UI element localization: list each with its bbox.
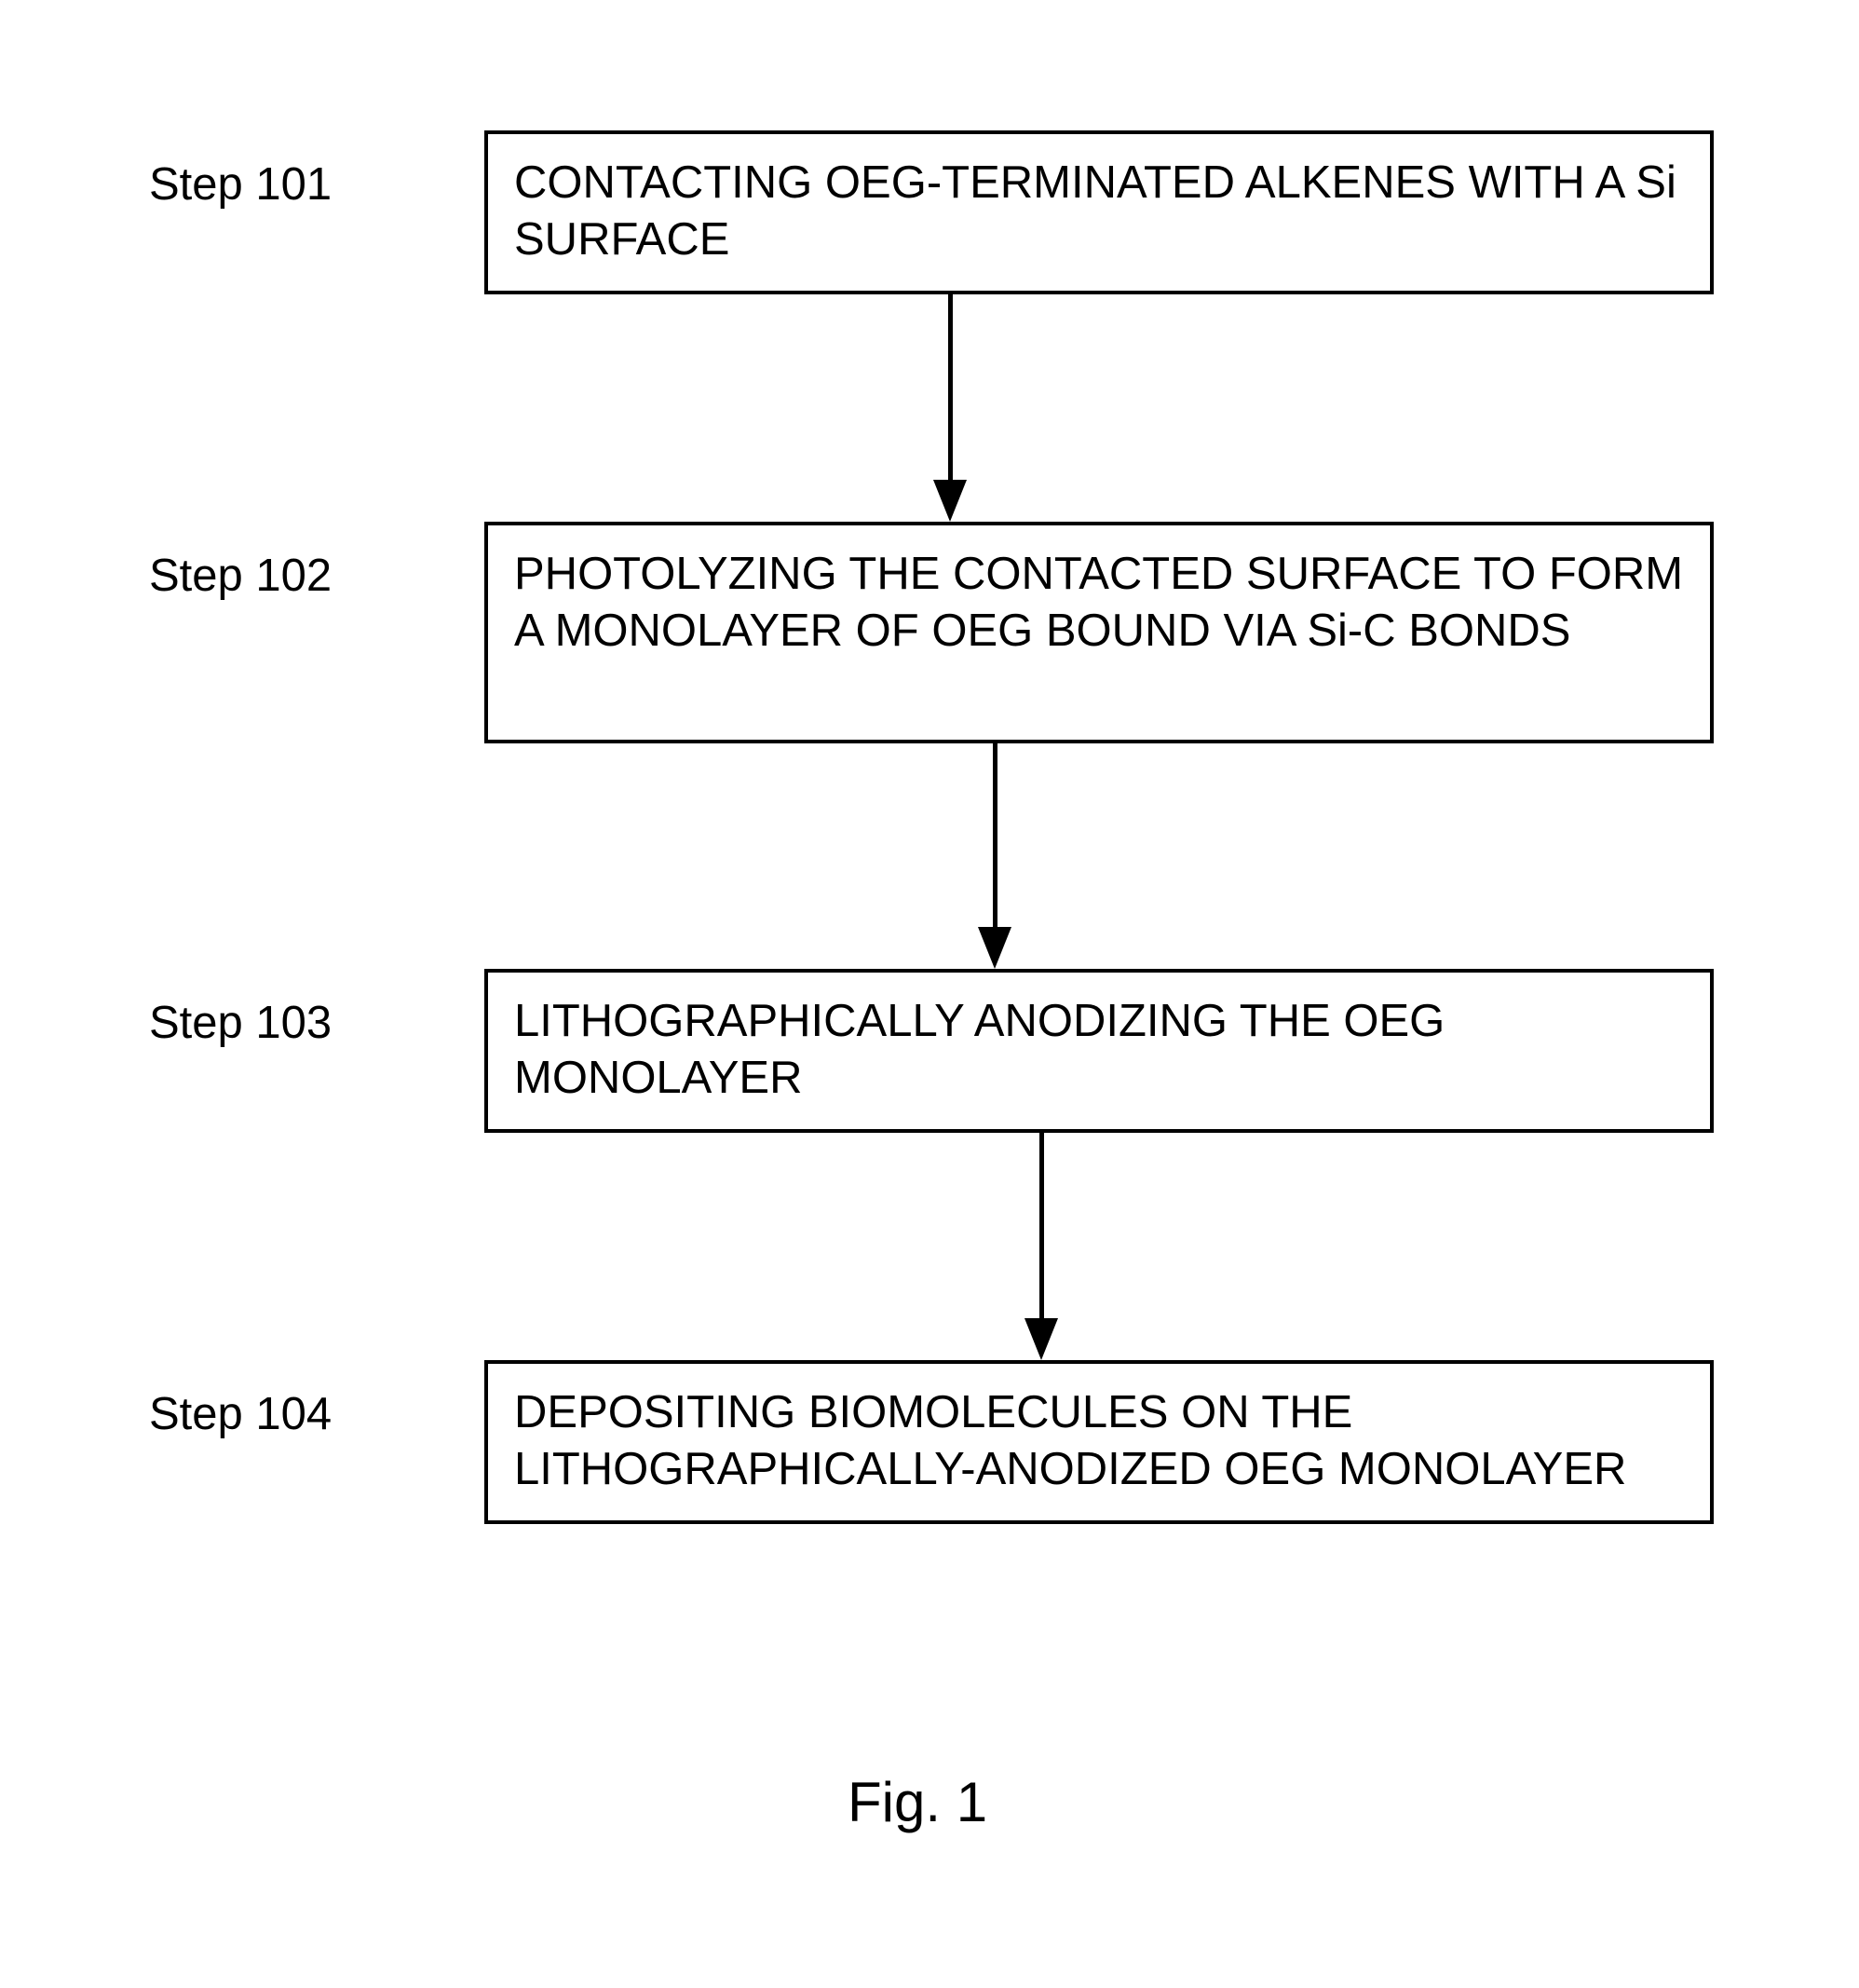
step-102-box: PHOTOLYZING THE CONTACTED SURFACE TO FOR…: [484, 522, 1714, 743]
arrow-3-4-head: [1024, 1318, 1058, 1360]
step-101-text: CONTACTING OEG-TERMINATED ALKENES WITH A…: [514, 155, 1684, 269]
step-104-box: DEPOSITING BIOMOLECULES ON THE LITHOGRAP…: [484, 1360, 1714, 1524]
figure-caption: Fig. 1: [848, 1770, 987, 1834]
step-103-box: LITHOGRAPHICALLY ANODIZING THE OEG MONOL…: [484, 969, 1714, 1133]
step-103-label: Step 103: [149, 997, 332, 1049]
arrow-1-2-shaft: [948, 294, 953, 480]
figure-page: Step 101 CONTACTING OEG-TERMINATED ALKENE…: [0, 0, 1859, 1988]
step-102-label: Step 102: [149, 550, 332, 602]
step-103-text: LITHOGRAPHICALLY ANODIZING THE OEG MONOL…: [514, 993, 1684, 1108]
step-101-box: CONTACTING OEG-TERMINATED ALKENES WITH A…: [484, 130, 1714, 294]
step-104-text: DEPOSITING BIOMOLECULES ON THE LITHOGRAP…: [514, 1384, 1684, 1499]
step-102-text: PHOTOLYZING THE CONTACTED SURFACE TO FOR…: [514, 546, 1684, 660]
arrow-3-4-shaft: [1039, 1133, 1044, 1318]
arrow-1-2-head: [933, 480, 967, 522]
step-104-label: Step 104: [149, 1388, 332, 1440]
arrow-2-3-head: [978, 927, 1011, 969]
arrow-2-3-shaft: [993, 743, 997, 927]
step-101-label: Step 101: [149, 158, 332, 211]
